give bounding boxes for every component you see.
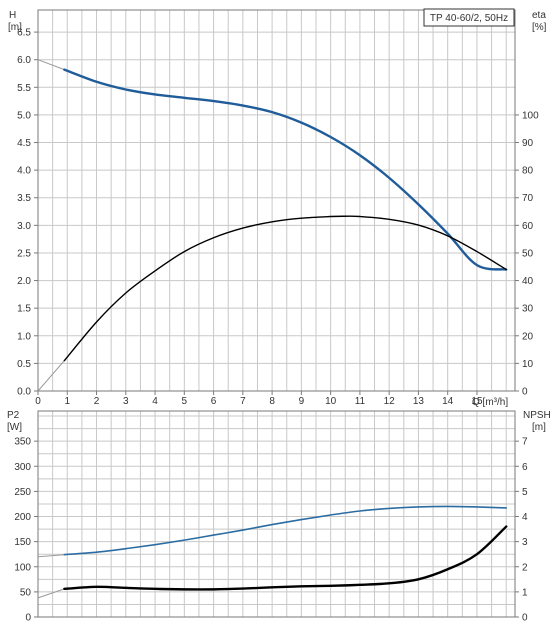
x-tick-label: 6 (211, 396, 217, 407)
eta-axis-unit: [%] (532, 22, 547, 33)
eta-axis-label: eta (532, 10, 546, 21)
head-axis-unit: [m] (8, 22, 22, 33)
head-tick-label: 3.0 (17, 221, 31, 232)
efficiency-curve (63, 215, 507, 362)
eta-tick-label: 70 (522, 193, 534, 204)
npsh-tick-label: 1 (522, 587, 528, 598)
power-axis-unit: [W] (7, 422, 22, 433)
head-tick-label: 1.5 (17, 304, 31, 315)
series-layer (37, 59, 508, 599)
head-curve (63, 68, 508, 271)
power-curve (63, 505, 508, 556)
npsh-curve (63, 525, 508, 591)
power-tick-label: 100 (14, 562, 31, 573)
x-tick-label: 0 (35, 396, 41, 407)
power-tick-label: 200 (14, 512, 31, 523)
top-chart-frame (37, 9, 516, 392)
eta-tick-label: 100 (522, 110, 539, 121)
bottom-chart-grid (38, 411, 515, 617)
npsh-axis-unit: [m] (532, 422, 546, 433)
eta-tick-label: 90 (522, 138, 534, 149)
top-chart-ticks: 0 1 2 3 4 5 6 7 8 9 10 11 12 13 14 150.00.51.01.52.02.5… (17, 28, 539, 407)
x-tick-label: 3 (123, 396, 129, 407)
eta-tick-label: 60 (522, 221, 534, 232)
power-tick-label: 250 (14, 487, 31, 498)
head-tick-label: 4.5 (17, 138, 31, 149)
eta-tick-label: 20 (522, 331, 534, 342)
eta-tick-label: 80 (522, 166, 534, 177)
head-tick-label: 0.0 (17, 387, 31, 398)
eta-tick-label: 0 (522, 387, 528, 398)
power-tick-label: 350 (14, 437, 31, 448)
head-tick-label: 1.0 (17, 331, 31, 342)
eta-tick-label: 30 (522, 304, 534, 315)
npsh-tick-label: 5 (522, 487, 528, 498)
npsh-tick-label: 3 (522, 537, 528, 548)
head-axis-label: H (9, 10, 16, 21)
npsh-curve-extrapolation (37, 588, 65, 599)
power-axis-label: P2 (7, 410, 20, 421)
power-tick-label: 300 (14, 462, 31, 473)
npsh-tick-label: 7 (522, 437, 528, 448)
bottom-chart-frame (37, 410, 516, 618)
x-tick-label: 4 (152, 396, 158, 407)
x-tick-label: 2 (94, 396, 100, 407)
x-tick-label: 7 (240, 396, 246, 407)
head-tick-label: 6.0 (17, 55, 31, 66)
x-tick-label: 1 (64, 396, 70, 407)
x-tick-label: 5 (182, 396, 188, 407)
bottom-chart-ticks: 0 50 100 150 200 250 300 350 0 1 2 3 4 5 6 7 (14, 437, 528, 624)
head-tick-label: 3.5 (17, 193, 31, 204)
efficiency-curve-extrapolation (37, 360, 65, 392)
x-tick-label: 13 (413, 396, 425, 407)
x-tick-label: 8 (269, 396, 275, 407)
head-tick-label: 2.5 (17, 248, 31, 259)
top-chart-grid (38, 10, 515, 391)
power-tick-label: 50 (20, 587, 32, 598)
head-tick-label: 5.5 (17, 83, 31, 94)
chart-title-box (423, 8, 515, 27)
chart-title: TP 40-60/2, 50Hz (430, 13, 508, 24)
x-tick-label: 14 (442, 396, 454, 407)
x-tick-label: 12 (384, 396, 396, 407)
eta-tick-label: 50 (522, 248, 534, 259)
npsh-tick-label: 6 (522, 462, 528, 473)
head-tick-label: 5.0 (17, 110, 31, 121)
head-tick-label: 0.5 (17, 359, 31, 370)
head-tick-label: 2.0 (17, 276, 31, 287)
power-curve-extrapolation (37, 554, 65, 558)
power-tick-label: 150 (14, 537, 31, 548)
npsh-tick-label: 2 (522, 562, 528, 573)
npsh-axis-label: NPSH (523, 410, 551, 421)
flow-axis-label: Q [m³/h] (472, 397, 508, 408)
head-tick-label: 6.5 (17, 28, 31, 39)
eta-tick-label: 10 (522, 359, 534, 370)
x-tick-label: 9 (299, 396, 305, 407)
npsh-tick-label: 4 (522, 512, 528, 523)
eta-tick-label: 40 (522, 276, 534, 287)
x-tick-label: 11 (355, 396, 366, 407)
power-tick-label: 0 (25, 613, 31, 624)
head-tick-label: 4.0 (17, 166, 31, 177)
head-curve-extrapolation (37, 59, 65, 71)
x-tick-label: 10 (325, 396, 337, 407)
npsh-tick-label: 0 (522, 613, 528, 624)
x-tick-label: 15 (471, 396, 483, 407)
